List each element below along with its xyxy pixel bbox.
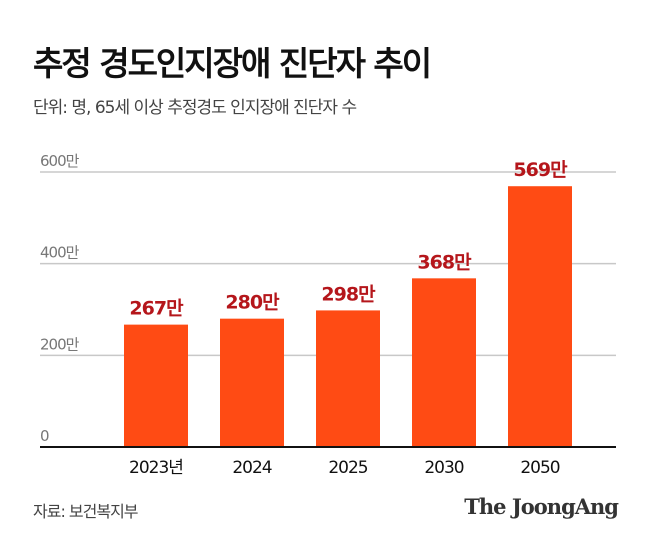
x-tick-label: 2050 [520,458,559,478]
chart-subtitle: 단위: 명, 65세 이상 추정경도 인지장애 진단자 수 [33,98,357,118]
bar [412,278,476,447]
x-tick-label: 2024 [232,458,271,478]
y-tick-label: 600만 [40,152,80,170]
y-tick-label: 0 [40,427,49,445]
chart-title: 추정 경도인지장애 진단자 추이 [33,44,432,83]
bar [508,186,572,448]
bar [316,310,380,447]
data-label: 298만 [321,283,376,305]
data-label: 267만 [129,298,184,320]
data-label: 280만 [225,292,280,314]
publisher-logo: The JoongAng [464,494,619,519]
x-tick-label: 2030 [424,458,463,478]
bar [124,324,188,447]
data-label: 569만 [513,159,568,181]
y-tick-label: 400만 [40,244,80,262]
x-tick-label: 2023년 [129,458,183,478]
source-note: 자료: 보건복지부 [33,502,139,521]
bar [220,318,284,447]
data-label: 368만 [417,251,472,273]
y-tick-label: 200만 [40,335,80,353]
x-tick-label: 2025 [328,458,367,478]
